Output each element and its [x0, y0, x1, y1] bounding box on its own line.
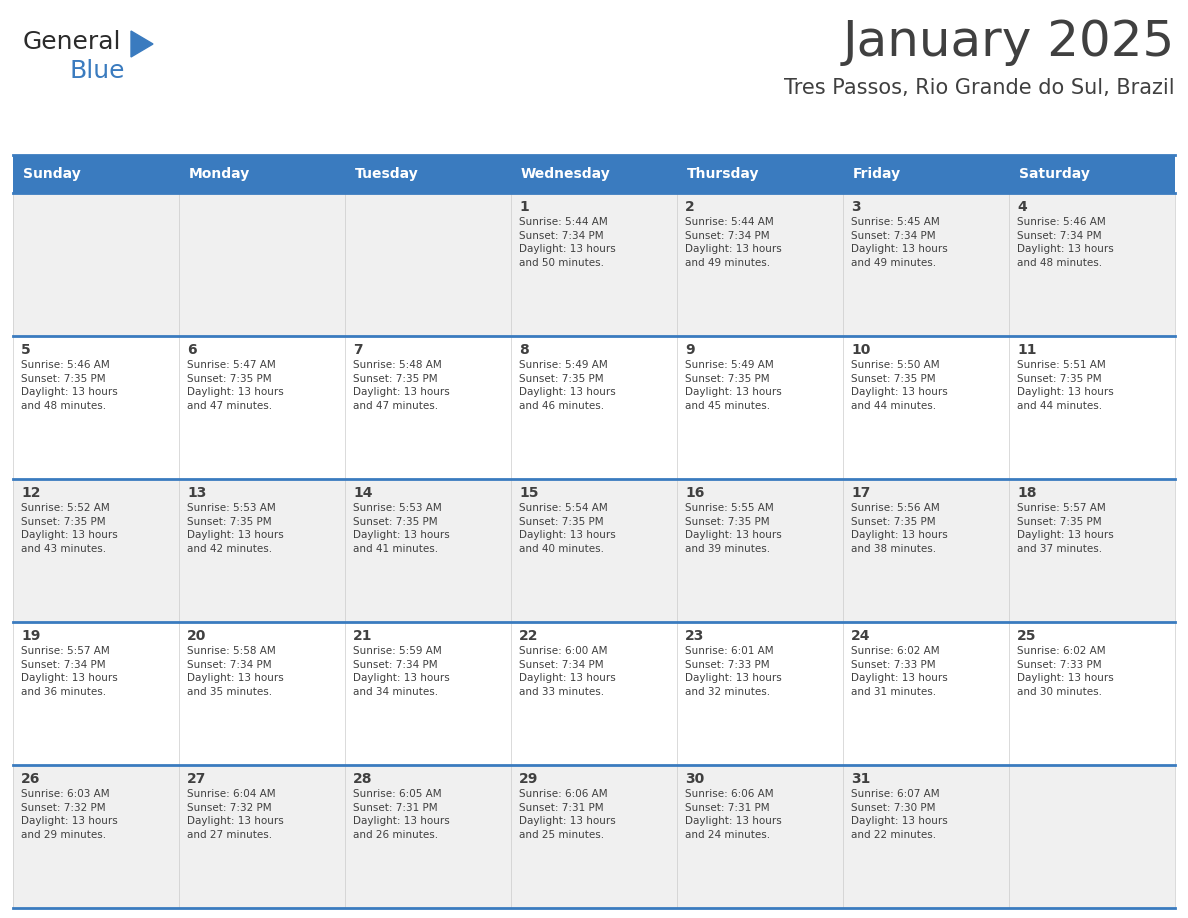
- Text: 27: 27: [187, 772, 207, 786]
- Text: Thursday: Thursday: [687, 167, 759, 181]
- Text: 30: 30: [685, 772, 704, 786]
- Text: 14: 14: [353, 486, 373, 500]
- Text: 17: 17: [851, 486, 871, 500]
- Text: Sunrise: 6:07 AM
Sunset: 7:30 PM
Daylight: 13 hours
and 22 minutes.: Sunrise: 6:07 AM Sunset: 7:30 PM Dayligh…: [851, 789, 948, 840]
- Text: Sunrise: 5:54 AM
Sunset: 7:35 PM
Daylight: 13 hours
and 40 minutes.: Sunrise: 5:54 AM Sunset: 7:35 PM Dayligh…: [519, 503, 615, 554]
- Text: Wednesday: Wednesday: [522, 167, 611, 181]
- Text: Sunrise: 5:55 AM
Sunset: 7:35 PM
Daylight: 13 hours
and 39 minutes.: Sunrise: 5:55 AM Sunset: 7:35 PM Dayligh…: [685, 503, 782, 554]
- Text: Sunrise: 5:58 AM
Sunset: 7:34 PM
Daylight: 13 hours
and 35 minutes.: Sunrise: 5:58 AM Sunset: 7:34 PM Dayligh…: [187, 646, 284, 697]
- Text: Sunrise: 5:51 AM
Sunset: 7:35 PM
Daylight: 13 hours
and 44 minutes.: Sunrise: 5:51 AM Sunset: 7:35 PM Dayligh…: [1017, 360, 1114, 410]
- Text: 28: 28: [353, 772, 373, 786]
- Text: General: General: [23, 30, 121, 54]
- Text: 16: 16: [685, 486, 704, 500]
- Text: Sunrise: 5:50 AM
Sunset: 7:35 PM
Daylight: 13 hours
and 44 minutes.: Sunrise: 5:50 AM Sunset: 7:35 PM Dayligh…: [851, 360, 948, 410]
- Text: 2: 2: [685, 200, 695, 214]
- Text: Sunrise: 6:02 AM
Sunset: 7:33 PM
Daylight: 13 hours
and 30 minutes.: Sunrise: 6:02 AM Sunset: 7:33 PM Dayligh…: [1017, 646, 1114, 697]
- Text: Friday: Friday: [853, 167, 902, 181]
- Text: Sunrise: 5:46 AM
Sunset: 7:35 PM
Daylight: 13 hours
and 48 minutes.: Sunrise: 5:46 AM Sunset: 7:35 PM Dayligh…: [21, 360, 118, 410]
- Text: 9: 9: [685, 343, 695, 357]
- Text: 29: 29: [519, 772, 538, 786]
- Bar: [13, 155, 1175, 193]
- Text: Sunrise: 5:59 AM
Sunset: 7:34 PM
Daylight: 13 hours
and 34 minutes.: Sunrise: 5:59 AM Sunset: 7:34 PM Dayligh…: [353, 646, 450, 697]
- Text: 15: 15: [519, 486, 538, 500]
- Text: Sunrise: 6:00 AM
Sunset: 7:34 PM
Daylight: 13 hours
and 33 minutes.: Sunrise: 6:00 AM Sunset: 7:34 PM Dayligh…: [519, 646, 615, 697]
- Text: 26: 26: [21, 772, 40, 786]
- Text: 4: 4: [1017, 200, 1026, 214]
- Text: Sunrise: 6:06 AM
Sunset: 7:31 PM
Daylight: 13 hours
and 24 minutes.: Sunrise: 6:06 AM Sunset: 7:31 PM Dayligh…: [685, 789, 782, 840]
- Text: Sunrise: 5:52 AM
Sunset: 7:35 PM
Daylight: 13 hours
and 43 minutes.: Sunrise: 5:52 AM Sunset: 7:35 PM Dayligh…: [21, 503, 118, 554]
- Text: Blue: Blue: [69, 59, 125, 83]
- Text: Sunrise: 6:05 AM
Sunset: 7:31 PM
Daylight: 13 hours
and 26 minutes.: Sunrise: 6:05 AM Sunset: 7:31 PM Dayligh…: [353, 789, 450, 840]
- Text: Tuesday: Tuesday: [355, 167, 418, 181]
- Text: Sunrise: 6:01 AM
Sunset: 7:33 PM
Daylight: 13 hours
and 32 minutes.: Sunrise: 6:01 AM Sunset: 7:33 PM Dayligh…: [685, 646, 782, 697]
- Text: 5: 5: [21, 343, 31, 357]
- Text: 6: 6: [187, 343, 197, 357]
- Bar: [13, 765, 1175, 908]
- Text: 20: 20: [187, 629, 207, 643]
- Text: Sunrise: 5:49 AM
Sunset: 7:35 PM
Daylight: 13 hours
and 46 minutes.: Sunrise: 5:49 AM Sunset: 7:35 PM Dayligh…: [519, 360, 615, 410]
- Text: Sunrise: 5:49 AM
Sunset: 7:35 PM
Daylight: 13 hours
and 45 minutes.: Sunrise: 5:49 AM Sunset: 7:35 PM Dayligh…: [685, 360, 782, 410]
- Text: 3: 3: [851, 200, 860, 214]
- Text: Sunrise: 5:53 AM
Sunset: 7:35 PM
Daylight: 13 hours
and 42 minutes.: Sunrise: 5:53 AM Sunset: 7:35 PM Dayligh…: [187, 503, 284, 554]
- Text: Sunrise: 5:44 AM
Sunset: 7:34 PM
Daylight: 13 hours
and 49 minutes.: Sunrise: 5:44 AM Sunset: 7:34 PM Dayligh…: [685, 217, 782, 268]
- Text: Sunrise: 5:46 AM
Sunset: 7:34 PM
Daylight: 13 hours
and 48 minutes.: Sunrise: 5:46 AM Sunset: 7:34 PM Dayligh…: [1017, 217, 1114, 268]
- Text: Sunrise: 5:48 AM
Sunset: 7:35 PM
Daylight: 13 hours
and 47 minutes.: Sunrise: 5:48 AM Sunset: 7:35 PM Dayligh…: [353, 360, 450, 410]
- Text: 31: 31: [851, 772, 871, 786]
- Text: Sunrise: 5:53 AM
Sunset: 7:35 PM
Daylight: 13 hours
and 41 minutes.: Sunrise: 5:53 AM Sunset: 7:35 PM Dayligh…: [353, 503, 450, 554]
- Text: 18: 18: [1017, 486, 1036, 500]
- Text: 11: 11: [1017, 343, 1036, 357]
- Text: Sunrise: 6:02 AM
Sunset: 7:33 PM
Daylight: 13 hours
and 31 minutes.: Sunrise: 6:02 AM Sunset: 7:33 PM Dayligh…: [851, 646, 948, 697]
- Text: 10: 10: [851, 343, 871, 357]
- Text: 7: 7: [353, 343, 362, 357]
- Text: Sunrise: 5:44 AM
Sunset: 7:34 PM
Daylight: 13 hours
and 50 minutes.: Sunrise: 5:44 AM Sunset: 7:34 PM Dayligh…: [519, 217, 615, 268]
- Text: Sunrise: 6:06 AM
Sunset: 7:31 PM
Daylight: 13 hours
and 25 minutes.: Sunrise: 6:06 AM Sunset: 7:31 PM Dayligh…: [519, 789, 615, 840]
- Text: Sunrise: 5:45 AM
Sunset: 7:34 PM
Daylight: 13 hours
and 49 minutes.: Sunrise: 5:45 AM Sunset: 7:34 PM Dayligh…: [851, 217, 948, 268]
- Text: Sunrise: 5:56 AM
Sunset: 7:35 PM
Daylight: 13 hours
and 38 minutes.: Sunrise: 5:56 AM Sunset: 7:35 PM Dayligh…: [851, 503, 948, 554]
- Bar: [13, 622, 1175, 765]
- Text: 23: 23: [685, 629, 704, 643]
- Text: 22: 22: [519, 629, 538, 643]
- Text: Sunday: Sunday: [23, 167, 81, 181]
- Text: 24: 24: [851, 629, 871, 643]
- Text: 8: 8: [519, 343, 529, 357]
- Text: Sunrise: 5:57 AM
Sunset: 7:34 PM
Daylight: 13 hours
and 36 minutes.: Sunrise: 5:57 AM Sunset: 7:34 PM Dayligh…: [21, 646, 118, 697]
- Bar: [13, 336, 1175, 479]
- Text: 13: 13: [187, 486, 207, 500]
- Text: Sunrise: 5:57 AM
Sunset: 7:35 PM
Daylight: 13 hours
and 37 minutes.: Sunrise: 5:57 AM Sunset: 7:35 PM Dayligh…: [1017, 503, 1114, 554]
- Text: January 2025: January 2025: [842, 18, 1175, 66]
- Text: 12: 12: [21, 486, 40, 500]
- Text: 1: 1: [519, 200, 529, 214]
- Text: 19: 19: [21, 629, 40, 643]
- Bar: [13, 193, 1175, 336]
- Text: 21: 21: [353, 629, 373, 643]
- Polygon shape: [131, 31, 153, 57]
- Text: Tres Passos, Rio Grande do Sul, Brazil: Tres Passos, Rio Grande do Sul, Brazil: [784, 78, 1175, 98]
- Text: Saturday: Saturday: [1019, 167, 1089, 181]
- Text: Sunrise: 6:04 AM
Sunset: 7:32 PM
Daylight: 13 hours
and 27 minutes.: Sunrise: 6:04 AM Sunset: 7:32 PM Dayligh…: [187, 789, 284, 840]
- Text: 25: 25: [1017, 629, 1036, 643]
- Text: Sunrise: 5:47 AM
Sunset: 7:35 PM
Daylight: 13 hours
and 47 minutes.: Sunrise: 5:47 AM Sunset: 7:35 PM Dayligh…: [187, 360, 284, 410]
- Bar: [13, 479, 1175, 622]
- Text: Sunrise: 6:03 AM
Sunset: 7:32 PM
Daylight: 13 hours
and 29 minutes.: Sunrise: 6:03 AM Sunset: 7:32 PM Dayligh…: [21, 789, 118, 840]
- Text: Monday: Monday: [189, 167, 251, 181]
